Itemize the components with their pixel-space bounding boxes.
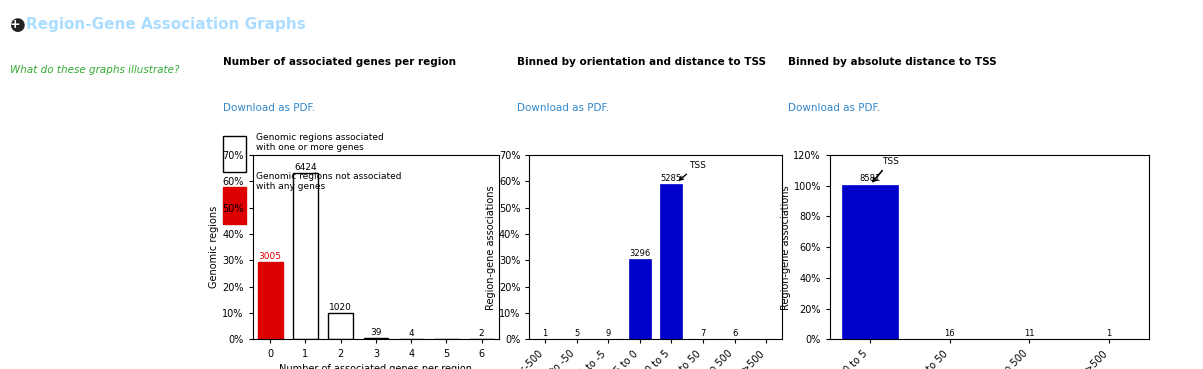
- Text: ●: ●: [10, 16, 25, 34]
- Y-axis label: Region-gene associations: Region-gene associations: [486, 185, 496, 310]
- Text: +: +: [10, 18, 20, 31]
- Bar: [363, 338, 389, 339]
- Text: 8581: 8581: [859, 174, 881, 183]
- Bar: [294, 173, 318, 339]
- Text: Genomic regions not associated
with any genes: Genomic regions not associated with any …: [256, 172, 402, 191]
- Text: 3296: 3296: [629, 249, 651, 258]
- X-axis label: Number of associated genes per region: Number of associated genes per region: [279, 364, 473, 369]
- Text: 39: 39: [371, 328, 381, 337]
- Text: 5285: 5285: [660, 174, 682, 183]
- Text: 3005: 3005: [259, 252, 282, 261]
- Bar: [223, 136, 245, 172]
- Text: What do these graphs illustrate?: What do these graphs illustrate?: [10, 65, 179, 75]
- Bar: [842, 185, 897, 339]
- Text: 1: 1: [1107, 329, 1112, 338]
- Text: 11: 11: [1024, 329, 1035, 338]
- Text: Number of associated genes per region: Number of associated genes per region: [223, 57, 456, 67]
- Text: 9: 9: [605, 330, 611, 338]
- Text: 1: 1: [543, 330, 547, 338]
- Text: Download as PDF.: Download as PDF.: [517, 103, 610, 113]
- Text: Binned by orientation and distance to TSS: Binned by orientation and distance to TS…: [517, 57, 766, 67]
- Text: 7: 7: [700, 330, 706, 338]
- Bar: [629, 259, 651, 339]
- Bar: [660, 184, 682, 339]
- Y-axis label: Genomic regions: Genomic regions: [209, 206, 219, 288]
- Text: TSS: TSS: [680, 161, 706, 180]
- Bar: [257, 262, 283, 339]
- Text: 6: 6: [731, 330, 737, 338]
- Text: Binned by absolute distance to TSS: Binned by absolute distance to TSS: [788, 57, 996, 67]
- Text: TSS: TSS: [873, 157, 899, 182]
- Text: 4: 4: [408, 329, 414, 338]
- Text: 5: 5: [574, 330, 580, 338]
- Text: 16: 16: [944, 329, 955, 338]
- Text: Download as PDF.: Download as PDF.: [788, 103, 881, 113]
- Text: 2: 2: [479, 330, 485, 338]
- Text: Download as PDF.: Download as PDF.: [223, 103, 315, 113]
- Y-axis label: Region-gene associations: Region-gene associations: [781, 185, 790, 310]
- Text: Region-Gene Association Graphs: Region-Gene Association Graphs: [26, 17, 307, 32]
- Text: 6424: 6424: [295, 163, 316, 172]
- Text: Genomic regions associated
with one or more genes: Genomic regions associated with one or m…: [256, 133, 384, 152]
- Bar: [223, 187, 245, 224]
- Text: 1020: 1020: [330, 303, 352, 312]
- Bar: [328, 313, 352, 339]
